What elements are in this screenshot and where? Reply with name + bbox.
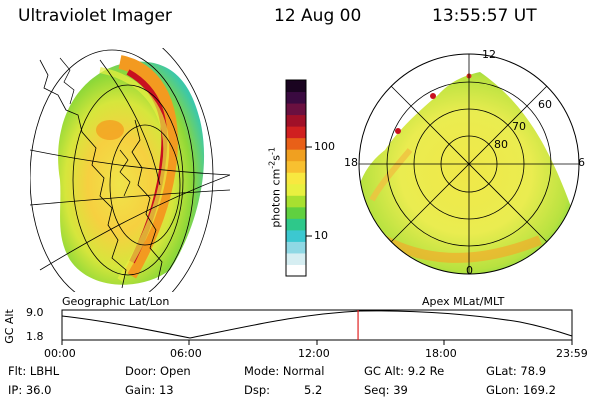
mlt-label-12: 12 [482, 48, 496, 61]
timeline-y-tick-1: 1.8 [26, 330, 44, 343]
seq-info: Seq: 39 [364, 383, 408, 397]
mlat-label-60: 60 [538, 98, 552, 111]
colorbar-stripe [286, 103, 306, 116]
timeline-x-tick-18: 18:00 [425, 347, 457, 360]
colorbar-stripe [286, 264, 306, 277]
timeline-x-tick-2359: 23:59 [556, 347, 588, 360]
colorbar-stripe [286, 195, 306, 208]
colorbar-stripe [286, 160, 306, 173]
ip-info: IP: 36.0 [8, 383, 52, 397]
timeline-y-label: GC Alt [2, 309, 16, 344]
left-panel-caption: Geographic Lat/Lon [62, 295, 170, 308]
mlat-label-70: 70 [512, 120, 526, 133]
colorbar-stripe [286, 172, 306, 185]
colorbar-stripe [286, 183, 306, 196]
colorbar-stripe [286, 241, 306, 254]
mlt-label-18: 18 [344, 156, 358, 169]
colorbar-stripe [286, 218, 306, 231]
altitude-curve [61, 310, 573, 339]
glat-info: GLat: 78.9 [486, 364, 547, 378]
colorbar-stripe [286, 126, 306, 139]
timeline-x-tick-12: 12:00 [298, 347, 330, 360]
gc-alt-info: GC Alt: 9.2 Re [364, 364, 445, 378]
colorbar-stripe [286, 91, 306, 104]
timeline-x-tick-6: 06:00 [170, 347, 202, 360]
colorbar-tick-label-10: 10 [314, 229, 328, 242]
image-time: 13:55:57 UT [432, 6, 537, 26]
dsp-value: 5.2 [304, 383, 323, 397]
mlt-label-0: 0 [466, 264, 473, 277]
timeline-x-tick-0: 00:00 [44, 347, 76, 360]
colorbar-stripe [286, 137, 306, 150]
colorbar-tick-label-100: 100 [314, 140, 335, 153]
colorbar-stripe [286, 206, 306, 219]
colorbar-stripe [286, 229, 306, 242]
right-aurora-emission [359, 72, 575, 274]
timeline-y-tick-9: 9.0 [26, 306, 44, 319]
app-title: Ultraviolet Imager [18, 6, 172, 26]
glon-info: GLon: 169.2 [486, 383, 556, 397]
image-date: 12 Aug 00 [274, 6, 362, 26]
mode-info: Mode: Normal [244, 364, 325, 378]
mlat-label-80: 80 [494, 138, 508, 151]
left-aurora-band [118, 55, 178, 279]
mlt-label-6: 6 [578, 156, 585, 169]
right-panel-caption: Apex MLat/MLT [422, 295, 505, 308]
colorbar-stripe [286, 252, 306, 265]
colorbar-stripe [286, 114, 306, 127]
filter-info: Flt: LBHL [8, 364, 60, 378]
door-info: Door: Open [125, 364, 191, 378]
dsp-label: Dsp: [244, 383, 271, 397]
colorbar-stripe [286, 149, 306, 162]
colorbar-stripe [286, 80, 306, 93]
gain-info: Gain: 13 [125, 383, 174, 397]
